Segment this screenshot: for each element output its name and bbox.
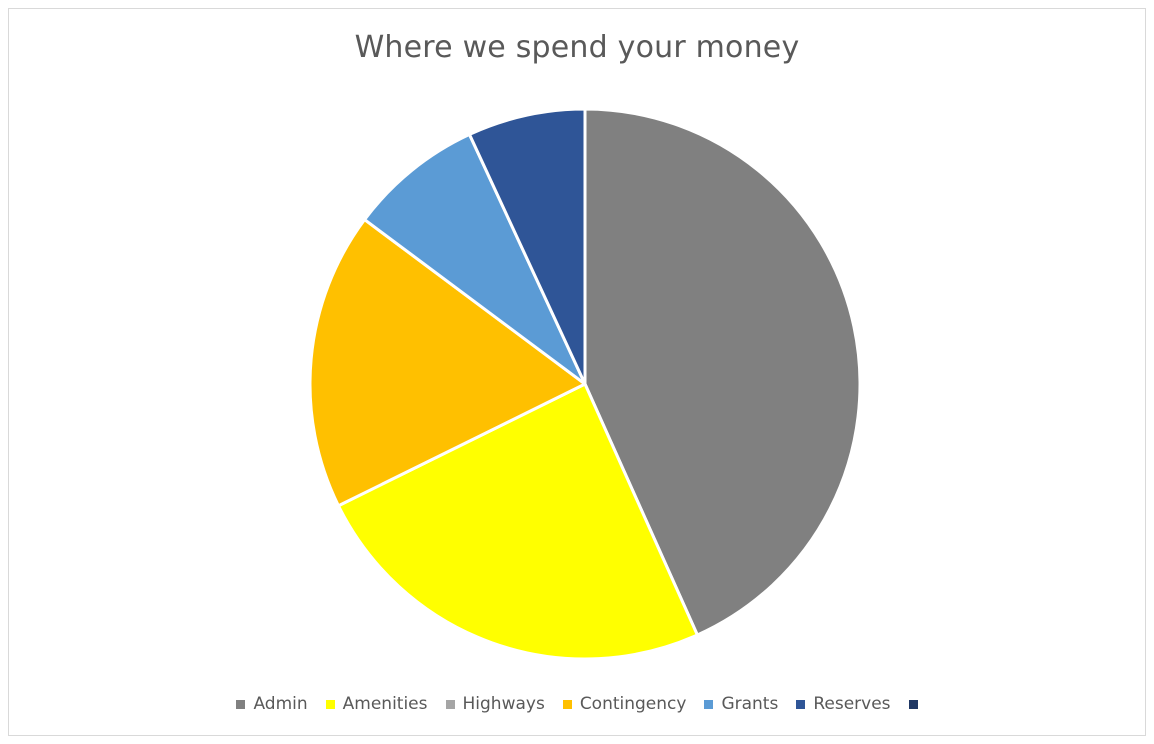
legend-swatch (908, 699, 918, 709)
legend-item-unnamed (908, 699, 918, 709)
legend-label: Grants (721, 694, 779, 714)
chart-title: Where we spend your money (354, 30, 800, 65)
legend-item-contingency: Contingency (562, 694, 687, 714)
chart-legend: Admin Amenities Highways Contingency Grants R… (0, 694, 1154, 714)
legend-label: Admin (253, 694, 308, 714)
legend-item-reserves: Reserves (796, 694, 891, 714)
legend-swatch (796, 699, 806, 709)
pie-slice-reserves (467, 107, 587, 386)
pie-slice-contingency (308, 218, 587, 508)
pie-chart (308, 107, 862, 661)
legend-label: Amenities (342, 694, 428, 714)
pie-slice-amenities (336, 382, 699, 661)
legend-swatch (236, 699, 246, 709)
pie-slice-admin (583, 107, 862, 637)
pie-slice-grants (363, 132, 587, 386)
legend-item-admin: Admin (236, 694, 308, 714)
legend-item-grants: Grants (704, 694, 778, 714)
legend-label: Reserves (813, 694, 891, 714)
legend-label: Highways (462, 694, 545, 714)
legend-swatch (445, 699, 455, 709)
legend-swatch (325, 699, 335, 709)
legend-label: Contingency (579, 694, 687, 714)
legend-item-highways: Highways (445, 694, 545, 714)
legend-swatch (562, 699, 572, 709)
legend-item-amenities: Amenities (325, 694, 428, 714)
legend-swatch (704, 699, 714, 709)
